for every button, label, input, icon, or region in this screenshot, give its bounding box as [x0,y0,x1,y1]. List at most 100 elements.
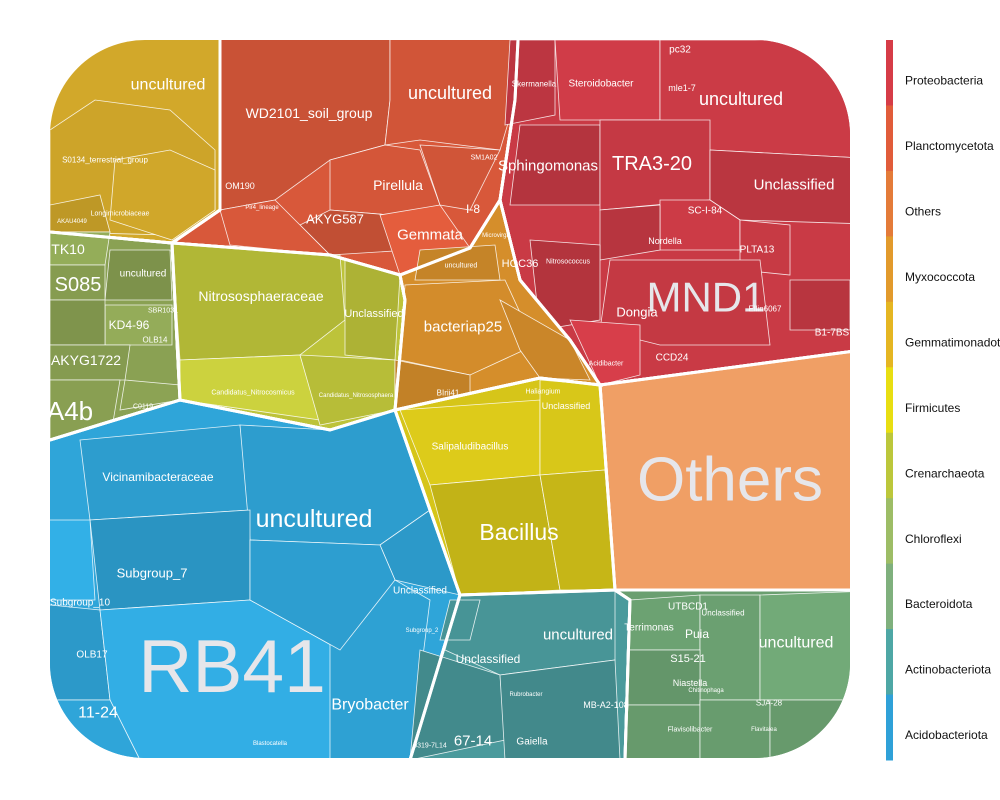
label-unclassified: Unclassified [542,401,591,411]
label-birii41: BIrii41 [437,389,460,398]
label-unclassified: Unclassified [344,308,403,320]
region-border-bacteroidota [610,588,850,758]
legend-label-myxococcota: Myxococcota [905,270,975,284]
legend-swatch-gemmatimonadota [886,301,893,368]
label-nitrosococcus: Nitrosococcus [546,259,590,266]
label-uncultured: uncultured [445,263,478,270]
label-0319-7l14: 0319-7L14 [413,743,447,750]
label-olb14: OLB14 [143,336,168,345]
cell-planctomycetota-1 [384,40,521,151]
label-subgroup-7: Subgroup_7 [117,566,188,581]
label-uncultured: uncultured [408,83,492,103]
label-uncultured: uncultured [120,269,167,280]
label-flavisolibacter: Flavisolibacter [668,727,713,734]
label-b1-7bs: B1-7BS [815,328,850,339]
legend-label-gemmatimonadota: Gemmatimonadota [905,335,1000,349]
label-terrimonas: Terrimonas [624,623,673,634]
label-hoc36: HOC36 [502,258,539,270]
label-utbcd1: UTBCD1 [668,602,708,613]
label-olb17: OLB17 [76,650,108,661]
label-kd4-96: KD4-96 [109,318,150,332]
legend-swatch-chloroflexi [886,498,893,565]
cell-bacteroidota-2 [759,589,850,701]
legend-swatch-firmicutes [886,367,893,434]
label-uncultured: uncultured [759,635,834,652]
label-puia: Puia [685,627,709,641]
legend-swatch-myxococcota [886,236,893,303]
label-sc-i-84: SC-I-84 [688,206,723,217]
label-uncultured: uncultured [131,77,206,94]
cell-chloroflexi-1 [104,249,173,301]
label-uncultured: uncultured [543,627,613,644]
label-nordella: Nordella [648,236,682,246]
legend-label-acidobacteriota: Acidobacteriota [905,728,988,742]
label-ellin6067: Ellin6067 [749,305,782,314]
cell-acidobacteriota-2 [89,509,251,611]
legend-label-actinobacteriota: Actinobacteriota [905,663,991,677]
cell-myxococcota-2 [499,299,591,381]
label-bacteriap25: bacteriap25 [424,319,502,336]
phylum-regions [50,40,850,758]
label-vicinamibacteraceae: Vicinamibacteraceae [102,470,214,484]
label-mle1-7: mle1-7 [668,83,696,93]
legend-swatch-actinobacteriota [886,629,893,696]
cell-bacteroidota-5 [699,699,771,758]
label-subgroup-2: Subgroup_2 [406,628,439,634]
label-candidatus-nitrocosmicus: Candidatus_Nitrocosmicus [211,390,295,397]
legend-label-others: Others [905,204,941,218]
cell-proteobacteria-12 [569,319,641,386]
label-akau4049: AKAU4049 [57,219,87,225]
legend-label-proteobacteria: Proteobacteria [905,74,983,88]
label-sphingomonas: Sphingomonas [498,158,598,175]
region-border-myxococcota [393,196,604,412]
label-s085: S085 [55,274,102,296]
label-candidatus-nitrososphaera: Candidatus_Nitrososphaera [319,393,394,399]
label-longimicrobiaceae: Longimicrobiaceae [91,211,150,218]
label-unclassified: Unclassified [393,586,447,597]
label-uncultured: uncultured [256,505,373,533]
cell-proteobacteria-9 [599,259,771,346]
label-gemmata: Gemmata [397,227,464,244]
label-salipaludibacillus: Salipaludibacillus [432,442,509,453]
legend-label-chloroflexi: Chloroflexi [905,532,962,546]
label-steroidobacter: Steroidobacter [568,79,634,90]
label-pirellula: Pirellula [373,177,423,193]
label-sbr1031: SBR1031 [148,308,178,315]
label-nitrososphaeraceae: Nitrososphaeraceae [198,288,324,304]
label-akyg1722: AKYG1722 [51,352,121,368]
label-flavitalea: Flavitalea [751,727,777,733]
legend-label-crenarchaeota: Crenarchaeota [905,466,985,480]
label-unclassified: Unclassified [754,177,835,194]
cell-gemmatimonadota-1 [109,149,216,241]
label-unclassified: Unclassified [701,609,744,618]
label-blastocatella: Blastocatella [253,741,288,747]
legend-swatch-planctomycetota [886,105,893,172]
legend-label-bacteroidota: Bacteroidota [905,597,973,611]
label-11-24: 11-24 [78,705,118,722]
label-acidibacter: Acidibacter [589,361,624,368]
label-rubrobacter: Rubrobacter [509,692,542,698]
label-mnd1: MND1 [646,274,765,321]
cell-chloroflexi-4 [50,299,106,346]
label-om190: OM190 [225,181,255,191]
label-niastella: Niastella [673,678,708,688]
label-bacillus: Bacillus [479,519,558,545]
label-i-8: I-8 [466,202,480,216]
legend-swatch-bacteroidota [886,563,893,630]
label-tra3-20: TRA3-20 [612,153,692,175]
label-67-14: 67-14 [454,733,492,750]
label-dongia: Dongia [616,305,658,320]
label-plta13: PLTA13 [740,245,775,256]
legend-swatch-proteobacteria [886,40,893,106]
cell-proteobacteria-10 [789,279,850,331]
label-skermanella: Skermanella [512,80,557,89]
label-haliangium: Haliangium [525,389,560,396]
label-s0134-terrestrial-group: S0134_terrestrial_group [62,156,148,165]
label-mb-a2-108: MB-A2-108 [583,700,629,710]
label-rb41: RB41 [138,624,326,708]
label-gaiella: Gaiella [516,737,548,748]
legend-swatch-others [886,170,893,237]
label-uncultured: uncultured [699,89,783,109]
label-tk10: TK10 [51,241,85,257]
